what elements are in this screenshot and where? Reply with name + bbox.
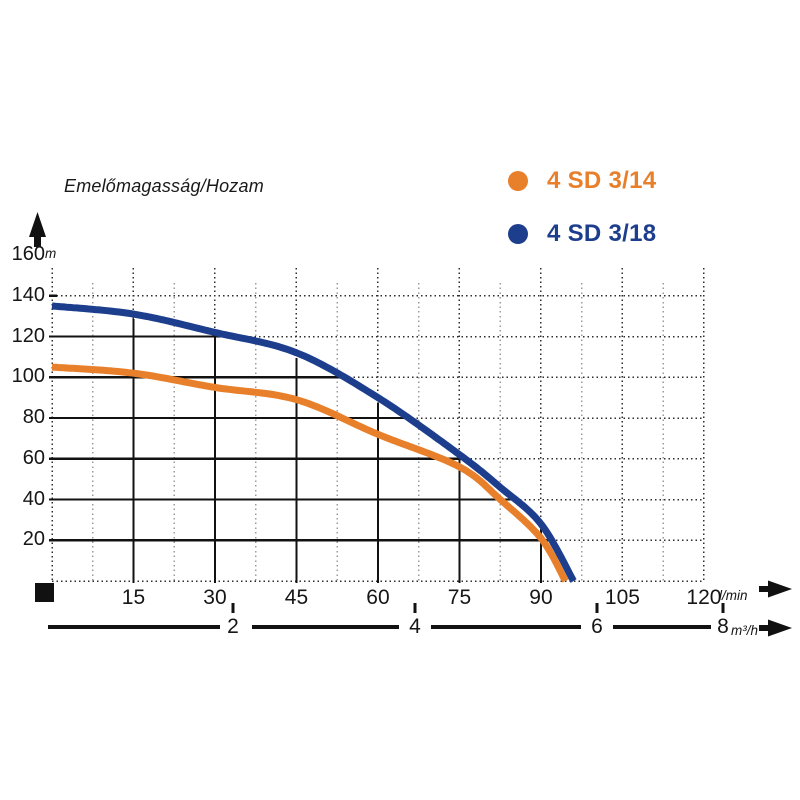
x-tick-label-m3h: 2	[227, 615, 239, 638]
x-tick-label-m3h: 4	[409, 615, 421, 638]
curve-4sd314	[50, 363, 569, 584]
x-axis-unit-lmin: l/min	[719, 588, 748, 603]
y-axis-arrow-icon	[34, 234, 41, 247]
x-tick-label-lmin: 15	[121, 586, 146, 609]
curve-4sd318	[50, 302, 577, 584]
y-tick-label: 80	[22, 406, 45, 428]
legend: 4 SD 3/14 4 SD 3/18	[508, 164, 656, 270]
x-tick-label-lmin: 75	[447, 586, 472, 609]
x-tick-label-lmin: 120	[686, 586, 722, 609]
legend-item-4sd318: 4 SD 3/18	[508, 217, 656, 250]
y-tick-label: 20	[22, 528, 45, 551]
y-tick-label: 120	[11, 324, 45, 347]
orange-dot-icon	[508, 170, 528, 191]
lmin-axis-arrow-icon	[759, 586, 770, 592]
blue-dot-icon	[508, 223, 528, 244]
y-tick-label: 60	[22, 446, 45, 469]
y-tick-label: 40	[22, 487, 45, 510]
y-axis-unit: m	[45, 246, 57, 261]
y-tick-label: 140	[11, 283, 45, 306]
y-tick-label: 100	[11, 365, 45, 388]
x-tick-label-m3h: 6	[591, 615, 603, 638]
chart-title: Emelőmagasság/Hozam	[64, 176, 264, 196]
legend-label: 4 SD 3/18	[547, 219, 657, 247]
x-tick-label-lmin: 60	[366, 586, 390, 609]
x-tick-label-lmin: 105	[604, 586, 640, 609]
m3h-axis-arrow-icon	[768, 619, 792, 637]
legend-label: 4 SD 3/14	[547, 166, 657, 194]
y-tick-label: 160	[11, 243, 45, 265]
m3h-axis-arrow-icon	[759, 625, 770, 631]
y-axis-arrow-icon	[29, 212, 46, 237]
x-tick-label-m3h: 8	[717, 615, 729, 638]
lmin-axis-arrow-icon	[768, 580, 792, 598]
x-tick-label-lmin: 45	[284, 586, 309, 609]
x-tick-label-lmin: 90	[529, 586, 553, 609]
legend-item-4sd314: 4 SD 3/14	[508, 164, 656, 197]
x-tick-label-lmin: 30	[203, 586, 227, 609]
x-axis-unit-m3h: m³/h	[731, 623, 758, 638]
origin-square-marker	[35, 583, 54, 602]
